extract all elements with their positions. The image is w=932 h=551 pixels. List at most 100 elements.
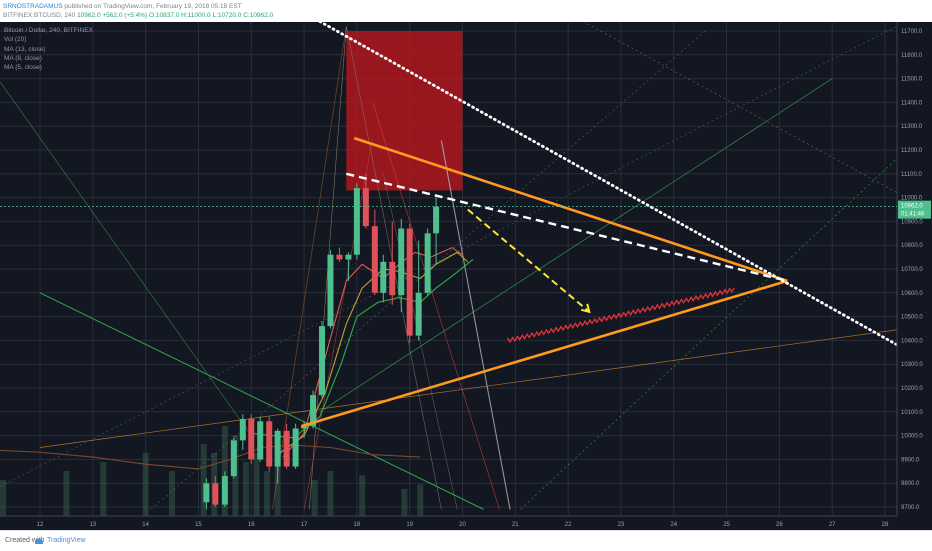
legend-ma5[interactable]: MA (5, close) — [4, 64, 42, 72]
volume-bar — [401, 489, 408, 516]
red-chevron — [728, 287, 735, 294]
chart-canvas[interactable]: 11700.0 11600.0 11500.0 11400.0 11300.0 11200… — [0, 18, 932, 530]
volume-bar — [0, 480, 7, 516]
candle-body — [327, 254, 334, 327]
time-tick-label: 25 — [723, 522, 730, 528]
tradingview-brand[interactable]: TradingView — [47, 537, 86, 544]
price-tick-label: 10400.0 — [901, 338, 923, 344]
red-chevron — [603, 315, 610, 322]
price-axis — [897, 22, 932, 516]
candle-body — [380, 261, 387, 293]
red-chevron — [540, 329, 547, 336]
legend-ma8[interactable]: MA (8, close) — [4, 54, 42, 62]
volume-bar — [200, 444, 207, 516]
legend-vol[interactable]: Vol (20) — [4, 36, 27, 44]
red-chevron — [690, 296, 697, 302]
publish-info: published on TradingView.com, February 1… — [64, 3, 242, 10]
candle-body — [212, 483, 219, 505]
candle-body — [345, 254, 352, 260]
triangle-upper-line — [353, 136, 788, 283]
red-chevron — [675, 299, 682, 306]
trend-line — [39, 328, 907, 448]
candle-body — [266, 421, 273, 467]
red-chevron — [584, 320, 591, 326]
red-chevron — [641, 307, 649, 313]
candle-body — [433, 206, 440, 234]
red-chevron — [588, 319, 596, 325]
price-tick-label: 11100.0 — [901, 172, 922, 178]
candle-body — [248, 418, 255, 460]
price-tick-label: 9800.0 — [901, 481, 920, 487]
red-chevron — [516, 335, 523, 341]
candle-body — [424, 233, 431, 293]
price-tick-label: 10300.0 — [901, 362, 923, 368]
last-price-tag-label: 10962.0 — [901, 204, 923, 210]
ohlc-values: O:10837.0 H:11000.0 L:10720.0 C:10962.0 — [149, 12, 274, 19]
countdown-label: 01:41:46 — [901, 212, 925, 218]
volume-bar — [221, 426, 228, 516]
red-chevron — [627, 310, 634, 316]
chart-area[interactable]: 11700.0 11600.0 11500.0 11400.0 11300.0 11200… — [0, 18, 932, 530]
trend-line — [303, 138, 374, 510]
price-tick-label: 11700.0 — [901, 29, 923, 35]
supply-zone — [346, 31, 463, 191]
red-chevron — [704, 293, 711, 299]
volume-bar — [327, 471, 334, 516]
price-tick-label: 11400.0 — [901, 100, 923, 106]
price-tick-label: 10100.0 — [901, 410, 923, 416]
publish-header: SRNOSTRADAMUS published on TradingView.c… — [0, 0, 932, 22]
chart-legend: Bitcoin / Dollar, 240, BITFINEX Vol (20)… — [4, 26, 93, 72]
volume-bar — [311, 480, 318, 516]
red-chevron — [593, 317, 600, 324]
red-chevron — [646, 306, 653, 312]
triangle-lower-line — [301, 279, 788, 428]
trend-line — [440, 140, 511, 510]
red-chevron — [555, 326, 562, 333]
red-chevron — [535, 331, 543, 337]
red-chevron — [608, 314, 615, 321]
red-chevron — [506, 337, 514, 344]
price-tick-label: 10500.0 — [901, 315, 923, 321]
time-tick-label: 19 — [406, 522, 413, 528]
symbol-label: BITFINEX:BTCUSD, 240 — [3, 12, 76, 19]
time-tick-label: 16 — [248, 522, 255, 528]
volume-bar — [417, 484, 424, 516]
red-chevron — [719, 289, 726, 296]
candle-body — [389, 261, 396, 296]
red-chevron — [637, 308, 644, 314]
red-chevron — [656, 303, 663, 310]
time-tick-label: 12 — [37, 522, 44, 528]
price-tick-label: 10200.0 — [901, 386, 923, 392]
volume-bar — [169, 471, 176, 516]
time-axis — [0, 516, 932, 530]
red-chevron — [695, 295, 702, 301]
time-tick-label: 20 — [459, 522, 466, 528]
candle-body — [362, 188, 369, 227]
trend-line-green-descending — [39, 292, 484, 510]
price-tick-label: 9700.0 — [901, 505, 920, 511]
change-value: +562.0 (+5.4%) — [102, 12, 148, 19]
candle-body — [310, 395, 317, 427]
red-chevron — [598, 316, 605, 323]
trend-line — [382, 173, 458, 510]
candle-body — [398, 228, 405, 296]
last-price-tag — [898, 200, 931, 219]
price-tick-label: 10800.0 — [901, 243, 923, 249]
candle-body — [292, 428, 299, 467]
legend-ma13[interactable]: MA (13, close) — [4, 45, 46, 53]
red-chevron — [564, 324, 571, 331]
author-link[interactable]: SRNOSTRADAMUS — [3, 3, 63, 10]
candle-body — [257, 421, 264, 460]
created-with-label: Created with — [5, 537, 45, 544]
volume-bar — [274, 462, 281, 516]
dotted-white-line — [318, 20, 908, 352]
trend-line — [578, 18, 907, 198]
time-tick-label: 17 — [301, 522, 308, 528]
ma-long-line — [0, 444, 421, 470]
volume-bar — [264, 471, 271, 516]
price-tick-label: 10900.0 — [901, 219, 923, 225]
red-chevron — [709, 291, 716, 298]
time-tick-label: 26 — [776, 522, 783, 528]
red-chevron — [545, 328, 552, 335]
dashed-white-line — [346, 172, 788, 283]
